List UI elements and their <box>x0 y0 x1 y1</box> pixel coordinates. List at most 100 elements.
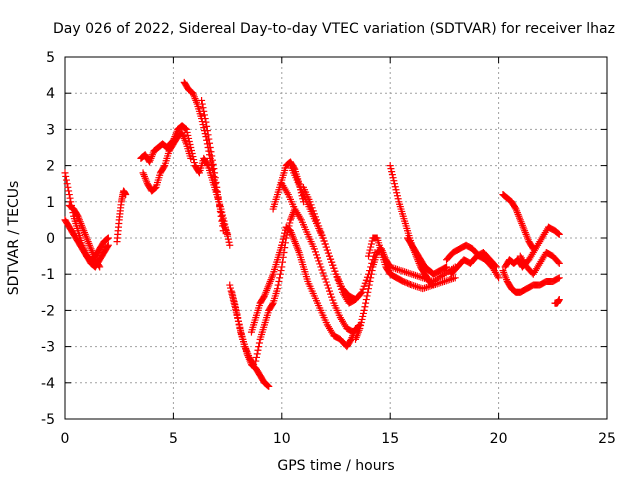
data-point <box>327 290 335 298</box>
data-point <box>160 163 168 171</box>
data-point <box>232 306 240 314</box>
data-point <box>406 270 414 278</box>
data-point <box>388 168 396 176</box>
data-point <box>367 243 375 251</box>
data-point <box>226 284 234 292</box>
data-point <box>314 219 322 227</box>
data-point <box>399 267 407 275</box>
data-point <box>367 274 375 282</box>
data-point <box>314 254 322 262</box>
data-point <box>325 252 333 260</box>
grid <box>65 57 607 419</box>
data-point <box>199 104 207 112</box>
x-tick-label: 15 <box>381 431 399 447</box>
data-point <box>263 381 271 389</box>
data-point <box>279 235 287 243</box>
data-point <box>104 242 112 250</box>
data-point <box>215 198 223 206</box>
data-point <box>421 284 429 292</box>
data-point <box>182 125 190 133</box>
y-tick-label: 1 <box>46 195 55 211</box>
data-point <box>388 171 396 179</box>
data-point <box>316 225 324 233</box>
data-point <box>265 382 273 390</box>
data-point <box>104 241 112 249</box>
data-point <box>278 263 286 271</box>
data-point <box>274 281 282 289</box>
series-arc-2 <box>61 216 112 264</box>
data-point <box>328 258 336 266</box>
data-point <box>208 156 216 164</box>
data-point <box>359 285 367 293</box>
data-point <box>362 276 370 284</box>
data-point <box>327 255 335 263</box>
series-arc-26 <box>499 267 563 296</box>
data-point <box>229 291 237 299</box>
data-point <box>104 234 112 242</box>
data-point <box>228 288 236 296</box>
data-point <box>429 280 437 288</box>
data-point <box>419 285 427 293</box>
y-tick-label: -5 <box>41 412 55 428</box>
data-point <box>555 296 563 304</box>
data-point <box>219 211 227 219</box>
data-point <box>555 259 563 267</box>
data-point <box>216 203 224 211</box>
data-point <box>397 267 405 275</box>
data-point <box>236 325 244 332</box>
data-point <box>329 296 337 304</box>
data-point <box>555 230 563 238</box>
series-arc-19 <box>352 245 459 343</box>
data-point <box>208 152 216 160</box>
data-point <box>511 204 519 212</box>
data-point <box>325 287 333 295</box>
plot-frame <box>64 56 608 420</box>
series-arc-14 <box>269 158 307 213</box>
data-point <box>181 124 189 132</box>
data-point <box>198 96 206 104</box>
data-point <box>213 188 221 196</box>
data-point <box>440 277 448 285</box>
data-point <box>211 169 219 177</box>
data-point <box>255 343 263 351</box>
data-point <box>312 251 320 259</box>
data-point <box>448 275 456 283</box>
data-point <box>368 267 376 275</box>
x-tick-label: 0 <box>61 431 70 447</box>
series-arc-3 <box>65 201 104 271</box>
data-point <box>408 270 416 278</box>
data-point <box>411 282 419 290</box>
data-point <box>61 169 69 177</box>
data-point <box>363 292 371 300</box>
data-point <box>235 321 243 329</box>
data-point <box>224 235 232 243</box>
data-point <box>356 325 364 332</box>
y-tick-label: -3 <box>41 340 55 356</box>
y-tick-label: 5 <box>46 50 55 66</box>
data-point <box>430 281 438 289</box>
data-point <box>227 287 235 295</box>
data-point <box>393 192 401 200</box>
data-point <box>255 339 263 347</box>
data-point <box>415 283 423 291</box>
data-point <box>268 300 276 308</box>
data-point <box>254 346 262 354</box>
data-point <box>366 277 374 285</box>
data-point <box>216 207 224 215</box>
data-point <box>320 272 328 280</box>
data-point <box>322 278 330 286</box>
data-point <box>357 321 365 329</box>
data-point <box>310 210 318 218</box>
data-point <box>308 204 316 212</box>
data-point <box>316 260 324 268</box>
data-point <box>386 162 394 170</box>
data-point <box>428 280 436 288</box>
ticks: 0 5 10 15 20 25 -5 -4 -3 -2 -1 0 1 2 3 4 5 <box>41 50 616 447</box>
data-point <box>554 274 562 282</box>
data-point <box>393 189 401 197</box>
data-point <box>250 361 258 369</box>
y-axis-label: SDTVAR / TECUs <box>6 181 22 296</box>
data-point <box>219 222 227 230</box>
data-point <box>95 262 103 270</box>
data-point <box>394 195 402 203</box>
